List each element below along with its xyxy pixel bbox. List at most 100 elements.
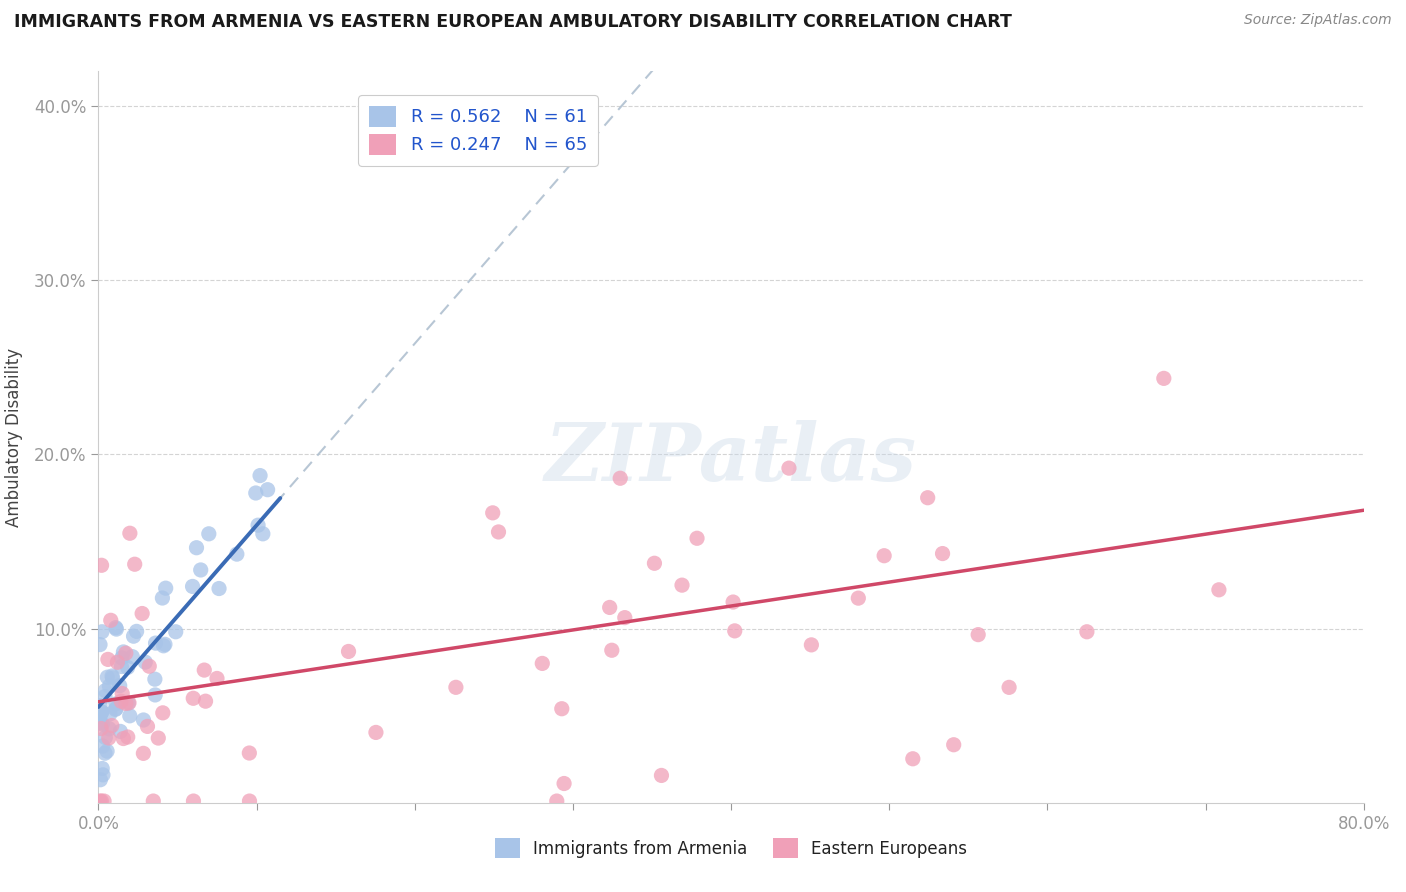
Point [96, 744, 118, 758]
Point [800, 638, 823, 652]
Point [901, 752, 924, 766]
Point [90, 558, 112, 573]
Point [94, 690, 117, 704]
Point [96, 670, 118, 684]
Point [183, 794, 205, 808]
Text: IMMIGRANTS FROM ARMENIA VS EASTERN EUROPEAN AMBULATORY DISABILITY CORRELATION CH: IMMIGRANTS FROM ARMENIA VS EASTERN EUROP… [14, 13, 1012, 31]
Point [114, 646, 136, 660]
Point [117, 660, 139, 674]
Point [104, 621, 127, 635]
Point [118, 708, 141, 723]
Point [245, 486, 267, 500]
Point [249, 468, 271, 483]
Point [117, 696, 139, 710]
Point [238, 746, 260, 760]
Point [931, 547, 953, 561]
Point [488, 524, 510, 539]
Point [89, 638, 111, 652]
Point [531, 657, 554, 671]
Point [115, 697, 138, 711]
Point [89, 709, 111, 723]
Point [650, 768, 672, 782]
Point [138, 659, 160, 673]
Point [724, 624, 747, 638]
Point [613, 610, 636, 624]
Point [112, 645, 135, 659]
Point [104, 702, 127, 716]
Point [186, 541, 208, 555]
Point [142, 794, 165, 808]
Point [942, 738, 965, 752]
Point [190, 563, 212, 577]
Point [225, 547, 247, 561]
Point [247, 518, 270, 533]
Point [208, 582, 231, 596]
Point [104, 697, 127, 711]
Point [551, 702, 574, 716]
Point [444, 681, 467, 695]
Text: Source: ZipAtlas.com: Source: ZipAtlas.com [1244, 13, 1392, 28]
Point [967, 627, 990, 641]
Point [721, 595, 744, 609]
Point [778, 461, 800, 475]
Point [917, 491, 939, 505]
Y-axis label: Ambulatory Disability: Ambulatory Disability [6, 348, 22, 526]
Point [145, 636, 167, 650]
Point [111, 651, 134, 665]
Point [132, 747, 155, 761]
Point [143, 672, 166, 686]
Point [148, 731, 170, 745]
Point [546, 794, 568, 808]
Point [181, 579, 204, 593]
Point [256, 483, 278, 497]
Point [101, 718, 124, 732]
Point [165, 624, 187, 639]
Point [143, 688, 166, 702]
Point [91, 768, 114, 782]
Point [686, 531, 709, 545]
Point [91, 624, 114, 639]
Point [90, 722, 112, 736]
Point [194, 694, 217, 708]
Point [105, 622, 128, 636]
Point [89, 715, 111, 730]
Point [152, 639, 174, 653]
Point [89, 772, 111, 787]
Point [155, 581, 177, 595]
Point [91, 762, 114, 776]
Point [364, 725, 387, 739]
Point [98, 722, 121, 736]
Point [643, 556, 665, 570]
Point [94, 746, 117, 760]
Point [193, 663, 215, 677]
Point [90, 705, 112, 719]
Point [553, 776, 575, 790]
Point [124, 558, 146, 572]
Point [125, 624, 148, 639]
Point [118, 526, 141, 541]
Legend: Immigrants from Armenia, Eastern Europeans: Immigrants from Armenia, Eastern Europea… [485, 829, 977, 868]
Point [93, 794, 115, 808]
Point [198, 526, 221, 541]
Point [94, 683, 117, 698]
Point [117, 730, 139, 744]
Point [94, 731, 117, 745]
Point [110, 724, 132, 739]
Point [98, 679, 121, 693]
Point [337, 644, 360, 658]
Point [111, 686, 134, 700]
Point [873, 549, 896, 563]
Point [90, 705, 112, 719]
Point [132, 713, 155, 727]
Point [609, 471, 631, 485]
Point [846, 591, 869, 606]
Point [89, 794, 111, 808]
Point [131, 607, 153, 621]
Point [671, 578, 693, 592]
Point [238, 794, 260, 808]
Point [998, 681, 1021, 695]
Point [205, 672, 228, 686]
Point [97, 731, 120, 745]
Point [1076, 624, 1098, 639]
Point [98, 706, 121, 721]
